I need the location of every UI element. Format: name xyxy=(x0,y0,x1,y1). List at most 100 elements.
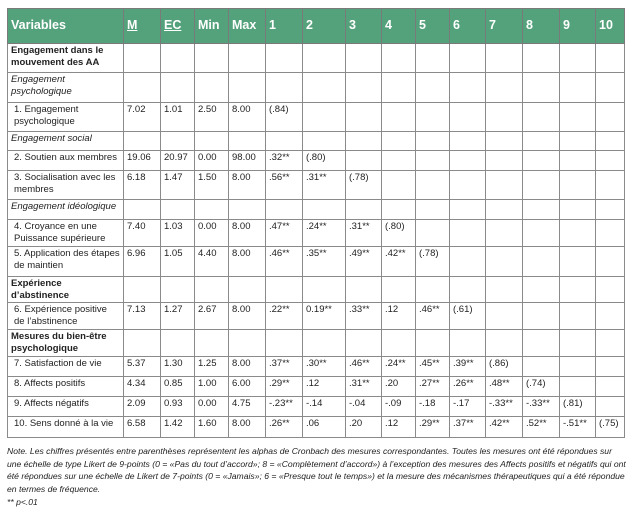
table-cell: 0.00 xyxy=(194,219,229,247)
table-cell: 8.00 xyxy=(228,246,266,277)
table-cell: -.17 xyxy=(449,396,486,417)
section-row: Engagement dans le mouvement des AA xyxy=(7,43,625,73)
table-cell xyxy=(485,246,523,277)
row-label: Engagement idéologique xyxy=(7,199,124,220)
table-cell xyxy=(595,150,625,171)
row-label: 3. Socialisation avec les membres xyxy=(7,170,124,200)
table-cell xyxy=(265,131,303,151)
table-cell xyxy=(228,276,266,303)
table-row: 9. Affects négatifs 2.09 0.93 0.00 4.75 -.23*… xyxy=(7,396,625,417)
table-cell xyxy=(345,131,382,151)
table-cell: .46** xyxy=(265,246,303,277)
table-cell: (.80) xyxy=(381,219,416,247)
column-header: M xyxy=(123,8,161,44)
table-cell xyxy=(381,199,416,220)
table-cell: (.78) xyxy=(415,246,450,277)
table-cell xyxy=(595,43,625,73)
table-cell xyxy=(522,170,560,200)
table-cell: 8.00 xyxy=(228,356,266,377)
column-header: 2 xyxy=(302,8,346,44)
table-row: 10. Sens donné à la vie 6.58 1.42 1.60 8.00.… xyxy=(7,416,625,438)
section-row: Engagement psychologique xyxy=(7,72,625,103)
table-cell xyxy=(345,43,382,73)
table-cell xyxy=(160,276,195,303)
table-cell: 20.97 xyxy=(160,150,195,171)
table-cell xyxy=(559,72,596,103)
table-cell: -.51** xyxy=(559,416,596,438)
table-cell: .27** xyxy=(415,376,450,397)
table-cell: 0.93 xyxy=(160,396,195,417)
significance-note: ** p<.01 xyxy=(7,497,38,507)
table-cell xyxy=(381,329,416,357)
table-cell xyxy=(160,329,195,357)
table-cell xyxy=(160,72,195,103)
table-cell: .24** xyxy=(381,356,416,377)
table-cell xyxy=(449,131,486,151)
table-cell xyxy=(449,219,486,247)
row-label: 8. Affects positifs xyxy=(7,376,124,397)
table-cell: 6.00 xyxy=(228,376,266,397)
row-label: Engagement dans le mouvement des AA xyxy=(7,43,124,73)
table-cell xyxy=(194,199,229,220)
table-cell: 8.00 xyxy=(228,302,266,330)
header-row: Variables M EC Min Max 1 2 3 4 5 6 7 8 9 10 xyxy=(7,8,625,44)
column-header: 6 xyxy=(449,8,486,44)
table-cell xyxy=(559,246,596,277)
table-cell: -.14 xyxy=(302,396,346,417)
table-cell xyxy=(265,329,303,357)
table-cell xyxy=(522,276,560,303)
table-cell xyxy=(381,170,416,200)
table-cell xyxy=(123,72,161,103)
table-cell xyxy=(449,102,486,132)
table-cell: .31** xyxy=(345,376,382,397)
table-cell xyxy=(595,72,625,103)
table-cell xyxy=(559,329,596,357)
table-cell xyxy=(381,72,416,103)
table-cell: 1.27 xyxy=(160,302,195,330)
table-cell xyxy=(559,199,596,220)
table-cell: .12 xyxy=(381,302,416,330)
table-cell xyxy=(160,131,195,151)
table-cell: 6.58 xyxy=(123,416,161,438)
table-cell xyxy=(559,356,596,377)
table-cell xyxy=(522,219,560,247)
row-label: 10. Sens donné à la vie xyxy=(7,416,124,438)
table-cell xyxy=(415,72,450,103)
table-cell: 7.02 xyxy=(123,102,161,132)
table-cell xyxy=(194,131,229,151)
table-row: 6. Expérience positive de l’abstinence 7.… xyxy=(7,302,625,330)
table-cell: 1.47 xyxy=(160,170,195,200)
table-cell xyxy=(559,302,596,330)
table-cell xyxy=(302,102,346,132)
table-cell: .33** xyxy=(345,302,382,330)
table-cell: 2.09 xyxy=(123,396,161,417)
table-cell xyxy=(522,131,560,151)
table-cell xyxy=(381,43,416,73)
section-row: Mesures du bien-être psychologique xyxy=(7,329,625,357)
table-cell xyxy=(522,329,560,357)
table-cell xyxy=(522,43,560,73)
table-cell xyxy=(415,219,450,247)
table-cell: .12 xyxy=(381,416,416,438)
table-cell xyxy=(522,356,560,377)
row-label: Mesures du bien-être psychologique xyxy=(7,329,124,357)
table-cell xyxy=(449,199,486,220)
table-cell xyxy=(485,150,523,171)
table-cell xyxy=(522,102,560,132)
table-cell xyxy=(485,131,523,151)
column-header: 5 xyxy=(415,8,450,44)
row-label: 7. Satisfaction de vie xyxy=(7,356,124,377)
table-cell xyxy=(381,276,416,303)
table-cell: .39** xyxy=(449,356,486,377)
row-label: 5. Application des étapes de maintien xyxy=(7,246,124,277)
table-cell xyxy=(485,43,523,73)
table-cell xyxy=(265,72,303,103)
table-cell: 1.50 xyxy=(194,170,229,200)
table-cell xyxy=(415,276,450,303)
table-cell: (.80) xyxy=(302,150,346,171)
row-label: 9. Affects négatifs xyxy=(7,396,124,417)
table-cell xyxy=(559,131,596,151)
table-cell xyxy=(381,102,416,132)
row-label: 4. Croyance en une Puissance supérieure xyxy=(7,219,124,247)
table-cell: 8.00 xyxy=(228,170,266,200)
